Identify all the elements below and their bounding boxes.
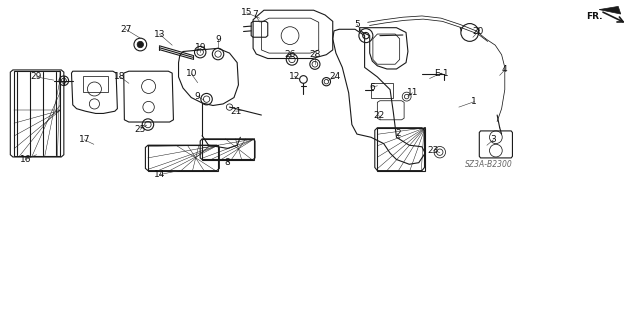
Text: 10: 10 xyxy=(186,69,197,78)
Bar xyxy=(148,145,218,171)
Bar xyxy=(202,139,254,160)
Text: 4: 4 xyxy=(502,65,508,74)
Text: FR.: FR. xyxy=(586,12,602,21)
Text: 25: 25 xyxy=(134,125,146,134)
Text: 23: 23 xyxy=(428,146,439,155)
Bar xyxy=(83,76,108,92)
Text: 14: 14 xyxy=(154,170,165,179)
Text: 26: 26 xyxy=(284,49,296,59)
Text: 17: 17 xyxy=(79,135,90,144)
Polygon shape xyxy=(599,6,621,14)
Text: 20: 20 xyxy=(472,27,484,36)
Text: 11: 11 xyxy=(406,88,418,97)
Text: 8: 8 xyxy=(225,158,230,167)
Text: 7: 7 xyxy=(252,11,258,19)
Text: 22: 22 xyxy=(373,111,384,120)
Text: 16: 16 xyxy=(20,155,31,164)
Text: 29: 29 xyxy=(31,72,42,81)
Text: 19: 19 xyxy=(195,43,206,52)
Text: 21: 21 xyxy=(230,107,241,116)
Bar xyxy=(14,70,60,156)
Text: 12: 12 xyxy=(289,72,300,81)
Text: 27: 27 xyxy=(120,25,131,34)
Text: 6: 6 xyxy=(369,83,375,92)
Text: 15: 15 xyxy=(241,8,252,17)
Text: 3: 3 xyxy=(490,135,496,144)
Bar xyxy=(378,128,425,171)
Bar xyxy=(371,83,393,98)
Text: 9: 9 xyxy=(195,92,200,101)
Circle shape xyxy=(137,41,143,48)
Text: 1: 1 xyxy=(471,97,477,106)
Text: 28: 28 xyxy=(309,49,321,59)
Text: 2: 2 xyxy=(395,129,401,138)
Text: 9: 9 xyxy=(215,35,221,44)
Text: E-1: E-1 xyxy=(434,69,449,78)
Text: 5: 5 xyxy=(354,20,360,29)
Text: SZ3A-B2300: SZ3A-B2300 xyxy=(465,160,513,169)
Text: 18: 18 xyxy=(113,72,125,81)
Text: 24: 24 xyxy=(330,72,341,81)
Text: 13: 13 xyxy=(154,30,165,39)
